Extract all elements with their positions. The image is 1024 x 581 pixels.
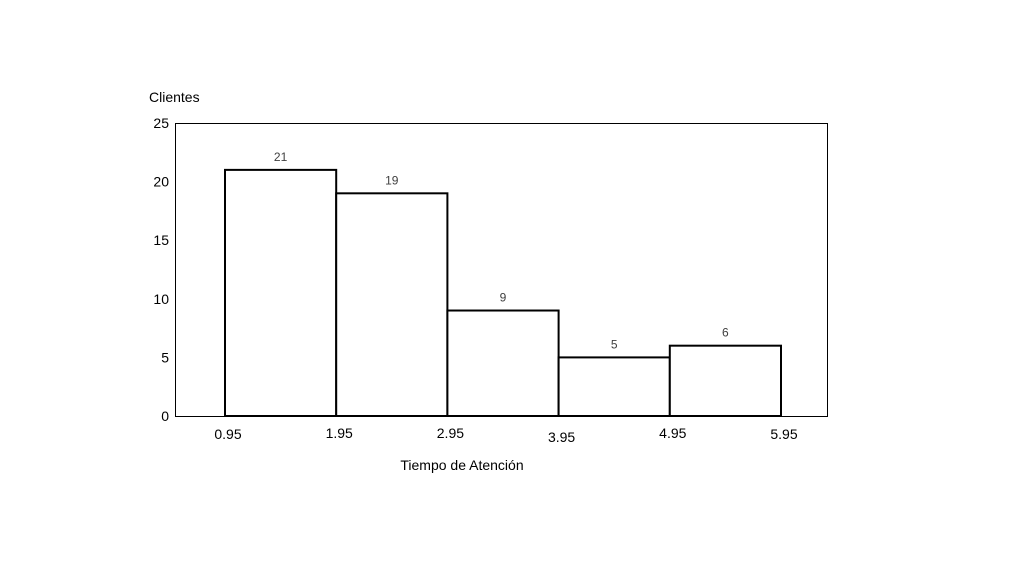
bar-value-label: 5: [611, 337, 618, 351]
histogram-bar: [668, 344, 782, 417]
histogram-bar: [446, 309, 560, 417]
bar-value-label: 6: [722, 326, 729, 340]
histogram-bar: [224, 168, 338, 417]
x-tick-label: 4.95: [659, 425, 686, 441]
x-axis-label: Tiempo de Atención: [400, 457, 523, 473]
y-axis-label: Clientes: [149, 89, 200, 105]
bar-labels-layer: 21 19 9 5 6: [274, 150, 729, 352]
x-tick-label: 2.95: [437, 425, 464, 441]
x-tick-label: 0.95: [214, 426, 241, 442]
y-tick-label: 0: [161, 408, 169, 424]
y-tick-label: 5: [161, 349, 169, 365]
bars-layer: [224, 168, 782, 417]
y-tick-label: 10: [153, 291, 169, 307]
y-tick-label: 20: [153, 174, 169, 190]
y-ticks-layer: 0 5 10 15 20 25: [153, 115, 169, 424]
x-tick-label: 3.95: [548, 429, 575, 445]
x-tick-label: 1.95: [326, 425, 353, 441]
y-tick-label: 25: [153, 115, 169, 131]
x-tick-label: 5.95: [770, 426, 797, 442]
y-tick-label: 15: [153, 232, 169, 248]
bar-value-label: 9: [500, 291, 507, 305]
histogram-bar: [335, 192, 449, 417]
x-ticks-layer: 0.95 1.95 2.95 3.95 4.95 5.95: [214, 425, 797, 445]
histogram-bar: [557, 356, 671, 417]
bar-value-label: 19: [385, 173, 399, 187]
bar-value-label: 21: [274, 150, 288, 164]
